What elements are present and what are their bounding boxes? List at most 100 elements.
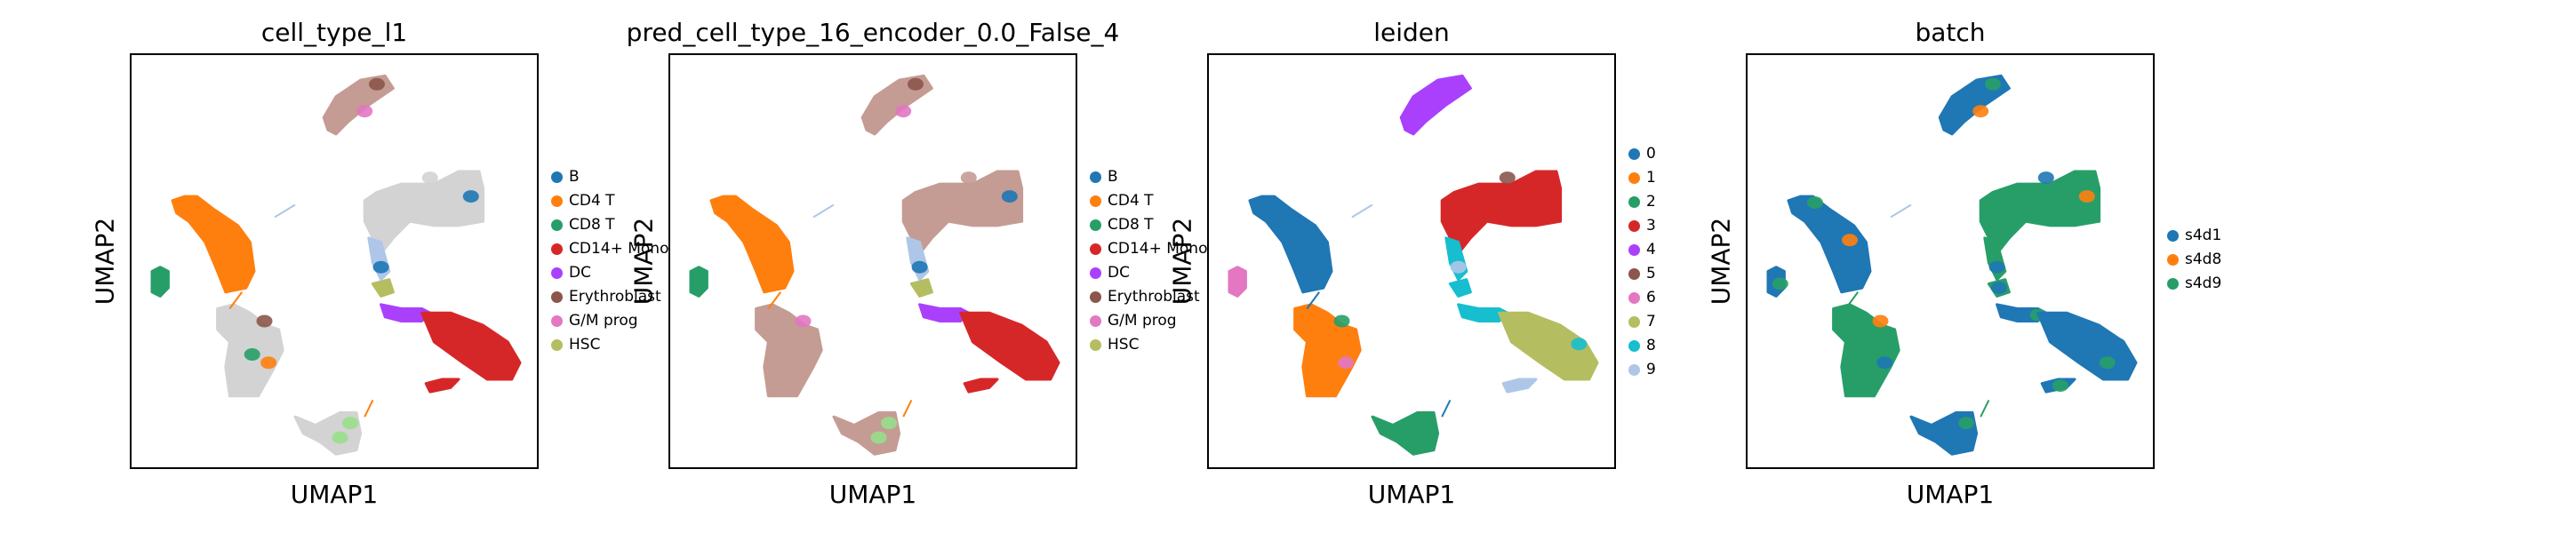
x-axis-label: UMAP1 xyxy=(828,480,917,509)
legend-label: B xyxy=(1108,168,1118,186)
legend-swatch xyxy=(1628,364,1640,376)
cluster-mono xyxy=(959,311,1060,381)
x-axis-label: UMAP1 xyxy=(1367,480,1456,509)
cell-bridge xyxy=(364,399,374,418)
legend-label: HSC xyxy=(569,336,601,354)
legend-label: CD8 T xyxy=(1108,216,1154,234)
cluster-bstem-subgroup xyxy=(1450,260,1467,274)
legend-label: s4d8 xyxy=(2185,251,2222,268)
legend-item: 6 xyxy=(1628,286,1656,310)
legend-label: 9 xyxy=(1646,361,1656,378)
cluster-small-subgroup xyxy=(1772,277,1788,290)
legend-label: 4 xyxy=(1646,241,1656,259)
legend-item: G/M prog xyxy=(551,309,668,333)
legend-item: HSC xyxy=(551,333,668,357)
legend-label: HSC xyxy=(1108,336,1140,354)
legend-swatch xyxy=(551,219,563,231)
legend-label: G/M prog xyxy=(1108,312,1177,330)
cluster-hsc xyxy=(371,278,395,298)
legend-item: s4d8 xyxy=(2167,248,2221,272)
legend-label: B xyxy=(569,168,580,186)
cell-bridge xyxy=(1844,291,1860,310)
umap-scatter xyxy=(1766,74,2138,456)
cluster-monotail-subgroup xyxy=(2052,379,2068,393)
legend-item: G/M prog xyxy=(1090,309,1207,333)
legend-label: Erythroblast xyxy=(569,288,661,306)
legend-item: CD14+ Mono xyxy=(551,237,668,261)
cell-bridge xyxy=(1980,399,1990,418)
legend-item: s4d1 xyxy=(2167,224,2221,248)
cluster-midlow-subgroup xyxy=(1338,356,1355,370)
cluster-bstem-subgroup xyxy=(1988,260,2005,274)
plot-frame xyxy=(1207,53,1616,469)
legend-item: 7 xyxy=(1628,310,1656,334)
legend-swatch xyxy=(2167,230,2179,242)
cell-bridge xyxy=(228,291,244,310)
legend-label: 1 xyxy=(1646,169,1656,187)
legend-item: CD8 T xyxy=(1090,213,1207,237)
cluster-midlow xyxy=(755,303,823,398)
cluster-monotail xyxy=(963,378,999,394)
legend-swatch xyxy=(1628,148,1640,160)
legend-item: DC xyxy=(1090,261,1207,285)
legend-label: CD14+ Mono xyxy=(1108,240,1208,258)
cluster-mono xyxy=(1498,311,1599,381)
legend-label: CD8 T xyxy=(569,216,615,234)
legend-label: G/M prog xyxy=(569,312,638,330)
y-axis-label: UMAP2 xyxy=(1167,217,1197,306)
cluster-midlow xyxy=(1832,303,1900,398)
legend-label: 5 xyxy=(1646,265,1656,282)
y-axis-label: UMAP2 xyxy=(90,217,120,306)
legend-swatch xyxy=(1090,171,1101,183)
cluster-bstem-subgroup xyxy=(911,260,928,274)
legend-item: CD8 T xyxy=(551,213,668,237)
x-axis-label: UMAP1 xyxy=(290,480,379,509)
cluster-small xyxy=(1228,266,1247,298)
legend-item: Erythroblast xyxy=(551,285,668,309)
cluster-upright-subgroup xyxy=(421,171,438,185)
cluster-midlow xyxy=(1293,303,1362,398)
cluster-left xyxy=(171,195,256,294)
legend-swatch xyxy=(551,171,563,183)
cell-bridge xyxy=(902,399,913,418)
legend-swatch xyxy=(1628,196,1640,208)
legend-item: 4 xyxy=(1628,238,1656,262)
cluster-upright-subgroup xyxy=(960,171,977,185)
plot-frame xyxy=(668,53,1077,469)
legend-label: 8 xyxy=(1646,337,1656,354)
x-axis-label: UMAP1 xyxy=(1906,480,1995,509)
legend-label: 3 xyxy=(1646,217,1656,235)
cluster-midlow-subgroup xyxy=(260,356,277,370)
legend-item: 2 xyxy=(1628,190,1656,214)
legend-swatch xyxy=(551,267,563,279)
umap-scatter xyxy=(150,74,522,456)
legend-label: DC xyxy=(569,264,591,282)
legend-swatch xyxy=(551,315,563,327)
legend-swatch xyxy=(1628,292,1640,304)
cluster-upright-subgroup xyxy=(1499,171,1516,185)
legend: 0 1 2 3 4 5 6 7 8 9 xyxy=(1628,142,1656,382)
legend: s4d1 s4d8 s4d9 xyxy=(2167,224,2221,296)
cluster-midlow-subgroup xyxy=(799,356,816,370)
legend-label: 6 xyxy=(1646,289,1656,306)
legend-swatch xyxy=(551,243,563,255)
cell-bridge xyxy=(274,203,296,219)
cluster-midlow-subgroup xyxy=(1333,314,1350,328)
legend-item: CD14+ Mono xyxy=(1090,237,1207,261)
cluster-left-subgroup xyxy=(1806,196,1823,210)
cluster-midlow-subgroup xyxy=(244,348,260,361)
legend-swatch xyxy=(1090,339,1101,351)
legend-item: 3 xyxy=(1628,214,1656,238)
cluster-top xyxy=(860,74,933,136)
legend-swatch xyxy=(1628,316,1640,328)
cluster-top-subgroup xyxy=(895,105,912,118)
cell-bridge xyxy=(1306,291,1321,310)
legend-swatch xyxy=(1090,219,1101,231)
panel-title: leiden xyxy=(1373,18,1450,47)
legend-item: CD4 T xyxy=(551,189,668,213)
cell-bridge xyxy=(812,203,835,219)
cluster-hsc xyxy=(1448,278,1472,298)
legend-swatch xyxy=(1090,291,1101,303)
cluster-bottom-subgroup xyxy=(1958,417,1975,430)
